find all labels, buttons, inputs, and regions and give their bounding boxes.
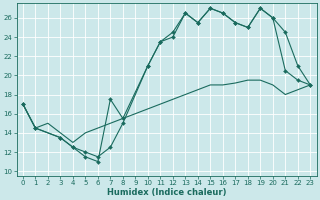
X-axis label: Humidex (Indice chaleur): Humidex (Indice chaleur) xyxy=(107,188,226,197)
